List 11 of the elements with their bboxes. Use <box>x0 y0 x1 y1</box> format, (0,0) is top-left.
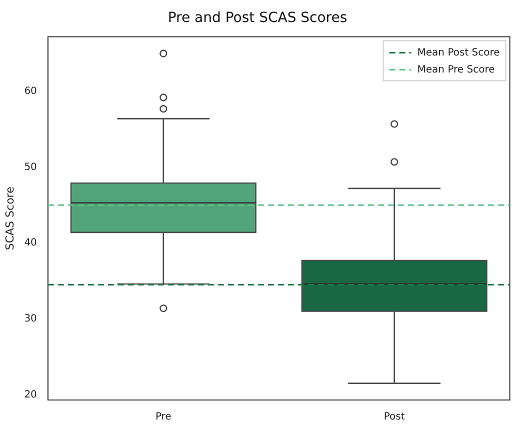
y-tick-label: 50 <box>24 162 37 173</box>
y-axis-title: SCAS Score <box>3 186 16 250</box>
y-tick-label: 60 <box>24 86 37 97</box>
y-tick-label: 30 <box>24 313 37 324</box>
legend-label: Mean Post Score <box>417 47 500 58</box>
chart-title: Pre and Post SCAS Scores <box>168 10 348 26</box>
x-tick-label: Pre <box>155 412 172 423</box>
y-tick-label: 40 <box>24 238 37 249</box>
y-tick-label: 20 <box>24 389 37 400</box>
x-tick-label: Post <box>384 412 405 423</box>
legend-label: Mean Pre Score <box>417 64 495 76</box>
